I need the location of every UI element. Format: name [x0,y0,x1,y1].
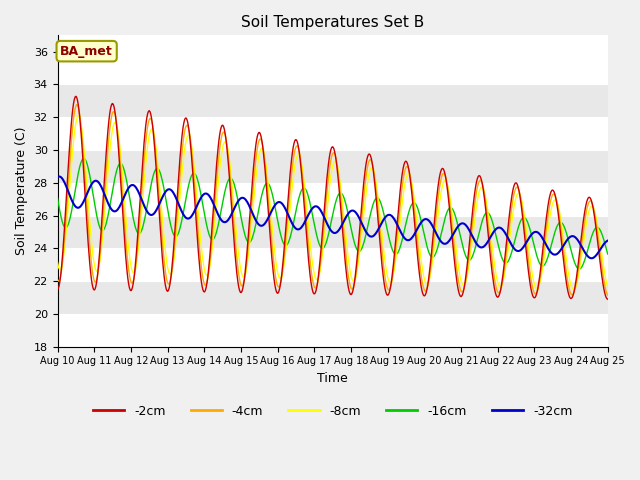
Bar [58,84,608,117]
Y-axis label: Soil Temperature (C): Soil Temperature (C) [15,127,28,255]
Bar [58,216,608,248]
Bar [58,150,608,183]
Title: Soil Temperatures Set B: Soil Temperatures Set B [241,15,424,30]
X-axis label: Time: Time [317,372,348,385]
Bar [58,117,608,150]
Bar [58,183,608,216]
Text: BA_met: BA_met [60,45,113,58]
Bar [58,281,608,314]
Bar [58,52,608,84]
Bar [58,314,608,347]
Bar [58,248,608,281]
Legend: -2cm, -4cm, -8cm, -16cm, -32cm: -2cm, -4cm, -8cm, -16cm, -32cm [88,400,577,423]
